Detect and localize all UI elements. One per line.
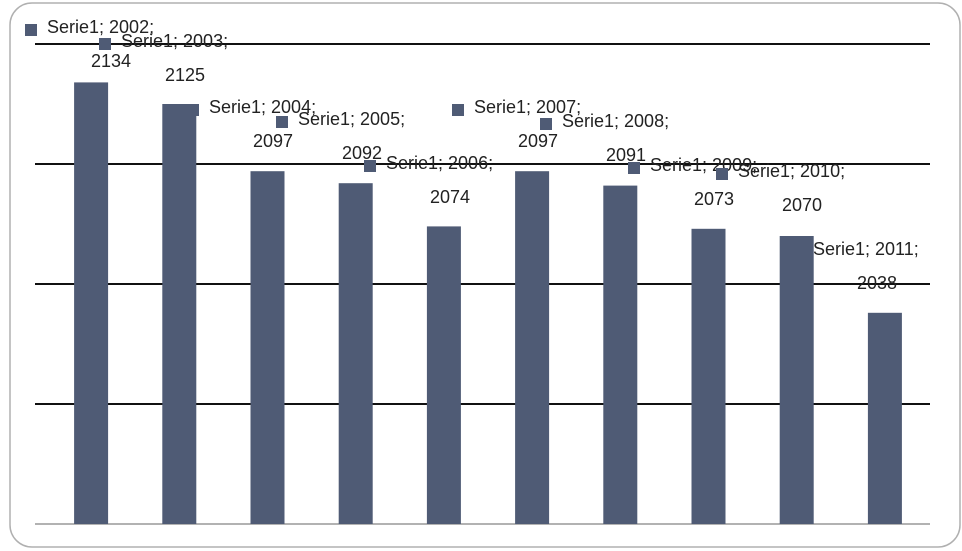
data-label-line: Serie1; 2004; (209, 97, 316, 117)
data-label: Serie1; 2006; 2074 (386, 153, 493, 207)
data-label: Serie1; 2004; 2097 (209, 97, 316, 151)
data-label: Serie1; 2011; 2038 (813, 239, 919, 293)
bar (603, 185, 638, 524)
data-label-line: 2092 (342, 143, 382, 163)
bar (426, 226, 461, 524)
legend-key (187, 104, 199, 116)
legend-key (452, 104, 464, 116)
data-label-line: 2125 (165, 65, 205, 85)
bar (162, 104, 197, 524)
data-label: Serie1; 2010; 2070 (738, 161, 845, 215)
data-label-line: 2038 (857, 273, 897, 293)
data-label: Serie1; 2005; 2092 (298, 109, 405, 163)
data-label-line: Serie1; 2002; (47, 17, 154, 37)
data-label: Serie1; 2007; 2097 (474, 97, 581, 151)
data-label: Serie1; 2009; 2073 (650, 155, 757, 209)
bar (691, 228, 726, 525)
data-label-line: 2097 (518, 131, 558, 151)
data-label-line: Serie1; 2008; (562, 111, 669, 131)
bar (250, 171, 285, 524)
legend-key (540, 118, 552, 130)
data-label: Serie1; 2002; 2134 (47, 17, 154, 71)
data-label-line: 2097 (253, 131, 293, 151)
data-label: Serie1; 2008; 2091 (562, 111, 669, 165)
data-label-line: Serie1; 2009; (650, 155, 757, 175)
bar (779, 236, 814, 524)
legend-key (628, 162, 640, 174)
data-label-line: Serie1; 2006; (386, 153, 493, 173)
data-label-line: Serie1; 2007; (474, 97, 581, 117)
data-label-line: Serie1; 2010; (738, 161, 845, 181)
legend-key (99, 38, 111, 50)
data-label-line: 2134 (91, 51, 131, 71)
data-label-line: 2070 (782, 195, 822, 215)
data-label: Serie1; 2003; 2125 (121, 31, 228, 85)
chart-frame (9, 2, 961, 548)
bar (515, 171, 550, 524)
data-label-line: 2074 (430, 187, 470, 207)
bar (867, 312, 902, 524)
data-label-line: 2091 (606, 145, 646, 165)
bar (74, 82, 109, 525)
data-label-line: 2073 (694, 189, 734, 209)
data-label-line: Serie1; 2003; (121, 31, 228, 51)
legend-key (791, 246, 803, 258)
legend-key (25, 24, 37, 36)
legend-key (276, 116, 288, 128)
bar (338, 183, 373, 524)
data-label-line: Serie1; 2005; (298, 109, 405, 129)
legend-key (716, 168, 728, 180)
legend-key (364, 160, 376, 172)
data-label-line: Serie1; 2011; (813, 239, 919, 259)
